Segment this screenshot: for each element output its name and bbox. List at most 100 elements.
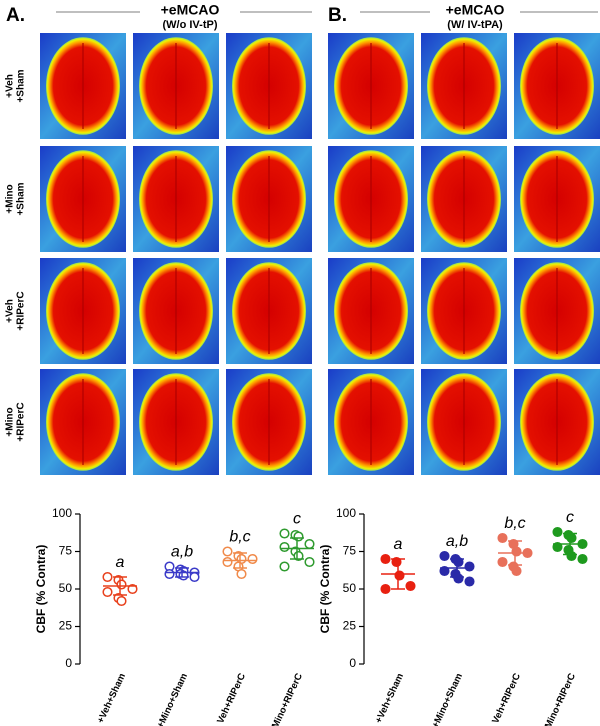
data-point [439, 550, 450, 562]
x-tick-label: +Mino+Sham [430, 672, 465, 726]
panel-a-header: A. +eMCAO (W/o IV-tP) [6, 2, 312, 31]
row-label: +Mino [5, 407, 16, 436]
row-label: +RIPerC [16, 402, 27, 441]
data-point [116, 595, 127, 607]
brain-image [226, 33, 312, 139]
panel-subtitle: (W/o IV-tP) [163, 19, 218, 31]
brain-image [328, 258, 414, 364]
brain-image [421, 33, 507, 139]
brain-image [133, 146, 219, 252]
dot-plot: 0 25 50 75 100 CBF (% Contra) +Veh+Sham a +Mino+… [34, 506, 315, 726]
y-tick-label: 25 [343, 619, 357, 633]
brain-image [514, 369, 600, 475]
data-point [279, 528, 290, 539]
brain-image [40, 33, 126, 139]
data-point [511, 546, 522, 557]
panel-title: +eMCAO [446, 2, 505, 18]
data-point [464, 576, 475, 587]
brain-image [421, 146, 507, 252]
brain-image [226, 258, 312, 364]
significance-letter: c [293, 511, 301, 528]
row-label: +Mino [5, 184, 16, 213]
brain-image [40, 369, 126, 475]
panel-title: +eMCAO [161, 2, 220, 18]
brain-image [133, 258, 219, 364]
data-point [380, 553, 391, 565]
data-point [293, 531, 304, 542]
data-point [394, 570, 405, 581]
data-point [497, 532, 508, 544]
brain-image [514, 146, 600, 252]
data-point [439, 565, 450, 577]
data-point [189, 571, 200, 583]
panel-b-header: B. +eMCAO (W/ IV-tPA) [328, 2, 598, 31]
panel-label: A. [6, 5, 25, 26]
data-point [405, 580, 416, 592]
data-point [222, 546, 233, 557]
row-label: +Veh [5, 299, 16, 323]
row-label: +Sham [16, 182, 27, 215]
y-tick-label: 0 [65, 656, 72, 670]
data-point [552, 541, 563, 553]
x-tick-label: +Veh+Sham [95, 672, 128, 725]
data-point [164, 568, 175, 580]
data-point [102, 571, 113, 583]
data-point [236, 568, 247, 580]
y-tick-label: 50 [59, 581, 73, 595]
data-point [497, 556, 508, 568]
x-tick-label: +Mino+RIPerC [541, 672, 578, 726]
brain-image [133, 33, 219, 139]
brain-image [421, 258, 507, 364]
significance-letter: a [394, 536, 403, 553]
panel-subtitle: (W/ IV-tPA) [447, 19, 503, 31]
row-label: +Veh [5, 74, 16, 98]
row-label: +Sham [16, 69, 27, 102]
x-tick-label: +Veh+Sham [373, 672, 406, 725]
y-axis-label: CBF (% Contra) [34, 545, 48, 634]
brain-image [40, 146, 126, 252]
row-label: +RIPerC [16, 291, 27, 330]
x-tick-label: +Mino+Sham [155, 672, 190, 726]
panel-label: B. [328, 5, 347, 26]
brain-image [328, 146, 414, 252]
data-point [511, 565, 522, 577]
data-point [222, 556, 233, 568]
brain-image [514, 33, 600, 139]
x-tick-label: +Mino+RIPerC [268, 672, 305, 726]
y-tick-label: 100 [52, 506, 72, 520]
data-point [279, 541, 290, 553]
x-tick-label: Veh+RIPerC [215, 672, 248, 726]
data-point [102, 586, 113, 598]
data-point [380, 583, 391, 595]
significance-letter: b,c [229, 529, 250, 546]
brain-image [226, 146, 312, 252]
data-point [464, 561, 475, 572]
data-point [127, 583, 138, 595]
data-point [566, 532, 577, 544]
brain-image [40, 258, 126, 364]
data-point [453, 573, 464, 584]
data-point [566, 550, 577, 562]
significance-letter: a,b [171, 544, 193, 561]
data-point [247, 553, 258, 565]
significance-letter: b,c [504, 515, 525, 532]
y-tick-label: 25 [59, 619, 73, 633]
brain-image [514, 258, 600, 364]
brain-image [328, 369, 414, 475]
plots: 0 25 50 75 100 CBF (% Contra) +Veh+Sham a +Mino+… [34, 506, 588, 726]
y-tick-label: 75 [59, 544, 73, 558]
data-point [304, 556, 315, 568]
data-point [552, 526, 563, 538]
x-tick-label: Veh+RIPerC [490, 672, 523, 726]
data-point [577, 553, 588, 565]
data-point [279, 561, 290, 572]
y-tick-label: 75 [343, 544, 357, 558]
y-tick-label: 100 [336, 506, 356, 520]
significance-letter: a [116, 554, 125, 571]
significance-letter: a,b [446, 533, 468, 550]
image-grid: +Veh +Sham+Mino +Sham+Veh +RIPerC+Mino +RIPe… [5, 33, 600, 475]
significance-letter: c [566, 509, 574, 526]
dot-plot: 0 25 50 75 100 CBF (% Contra) +Veh+Sham a +Mino+… [318, 506, 588, 726]
data-point [304, 538, 315, 550]
